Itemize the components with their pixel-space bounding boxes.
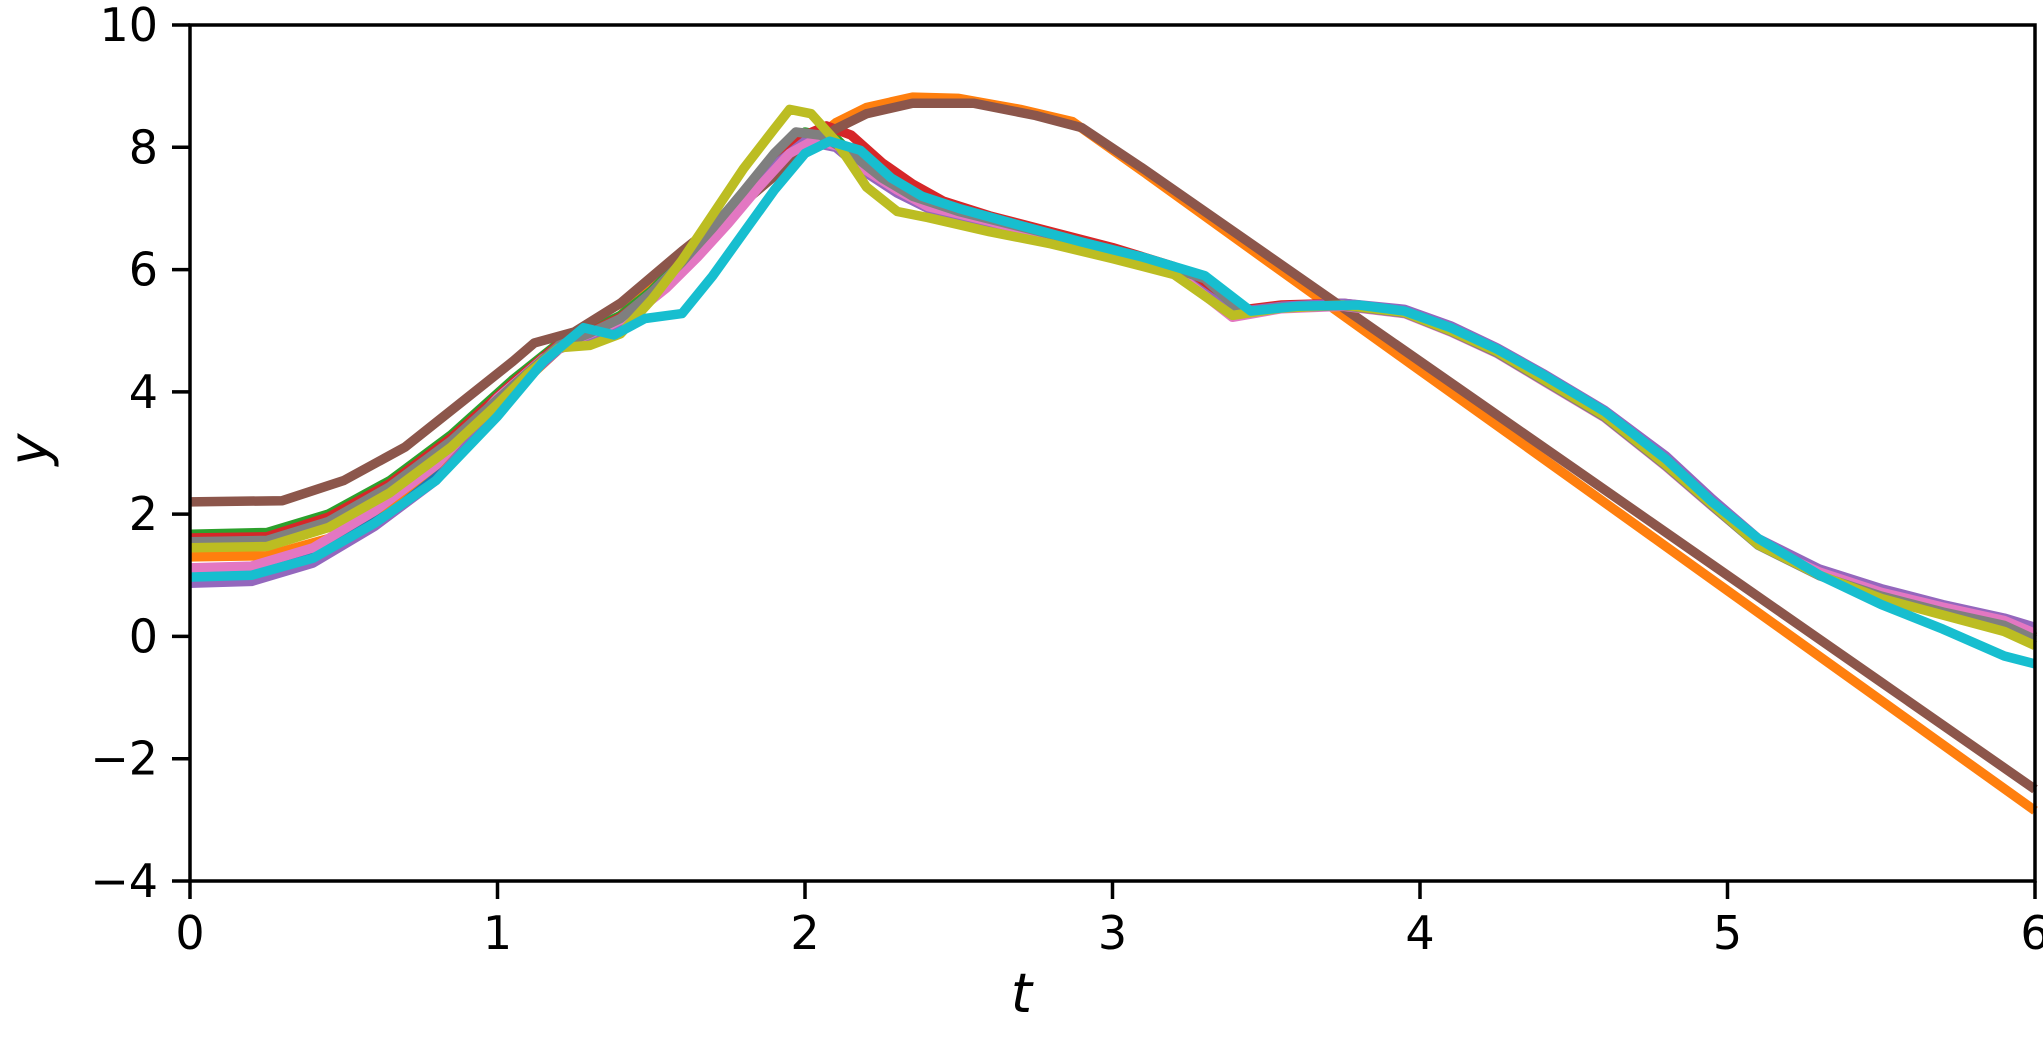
y-tick-label: −2	[90, 732, 158, 786]
y-tick-label: 10	[99, 0, 158, 52]
y-axis-label: y	[0, 433, 61, 466]
series-line-cyan	[189, 136, 2037, 669]
y-tick-label: 8	[129, 120, 158, 174]
y-tick-label: 0	[129, 609, 158, 663]
x-axis-label: t	[1010, 962, 1033, 1025]
series-line-blue	[189, 131, 2037, 638]
series-line-green	[189, 127, 2037, 641]
y-tick-label: 6	[129, 243, 158, 297]
x-tick-label: 1	[483, 906, 512, 960]
series-line-pink	[189, 135, 2037, 638]
x-tick-label: 2	[790, 906, 819, 960]
series-line-gray	[189, 127, 2037, 644]
series-line-red	[189, 121, 2038, 642]
x-tick-label: 4	[1405, 906, 1434, 960]
x-tick-label: 0	[175, 906, 204, 960]
x-tick-label: 3	[1098, 906, 1127, 960]
series-line-purple	[189, 136, 2037, 632]
y-tick-label: 4	[129, 365, 158, 419]
x-tick-label: 6	[2020, 906, 2043, 960]
series-line-olive	[189, 104, 2037, 650]
y-tick-label: −4	[90, 854, 158, 908]
x-tick-label: 5	[1713, 906, 1742, 960]
series-line-brown	[189, 98, 2038, 794]
y-tick-label: 2	[129, 487, 158, 541]
